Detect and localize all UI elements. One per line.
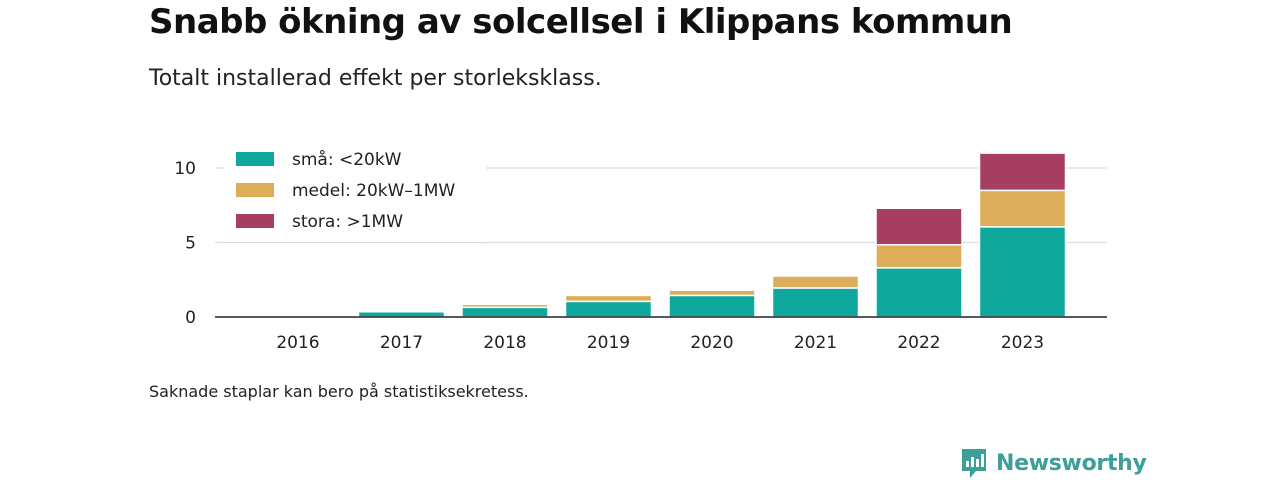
legend: små: <20kW medel: 20kW–1MW stora: >1MW [224, 144, 486, 242]
bar-2023-series-0 [978, 226, 1067, 318]
bar-2023-series-2 [978, 152, 1067, 192]
x-tick-label-2019: 2019 [587, 333, 630, 353]
x-tick-label-2016: 2016 [276, 333, 319, 353]
bar-2018-series-1 [461, 303, 549, 309]
bars [254, 152, 1067, 318]
y-tick-label-5: 5 [185, 234, 196, 254]
legend-swatch-1 [236, 183, 274, 197]
legend-label-2: stora: >1MW [292, 212, 403, 232]
bar-2021-series-1 [771, 275, 860, 289]
bar-2022-series-1 [875, 243, 963, 269]
x-tick-label-2021: 2021 [794, 333, 837, 353]
x-tick-label-2017: 2017 [380, 333, 423, 353]
bar-2019-series-1 [564, 294, 653, 303]
x-tick-label-2020: 2020 [690, 333, 733, 353]
y-tick-label-10: 10 [174, 159, 196, 179]
bar-chart-icon [962, 449, 986, 478]
bar-2021-series-0 [771, 287, 860, 318]
x-tick-label-2022: 2022 [897, 333, 940, 353]
footnote: Saknade staplar kan bero på statistiksek… [149, 382, 529, 401]
bar-2019-series-0 [564, 300, 653, 318]
chart-title: Snabb ökning av solcellsel i Klippans ko… [149, 2, 1013, 42]
legend-label-0: små: <20kW [292, 149, 402, 170]
brand-name: Newsworthy [996, 450, 1147, 476]
x-tick-label-2023: 2023 [1001, 333, 1044, 353]
bar-2020-series-1 [668, 289, 756, 297]
legend-swatch-2 [236, 214, 274, 228]
y-tick-label-0: 0 [185, 308, 196, 328]
bar-2023-series-1 [978, 189, 1067, 228]
bar-2017-series-0 [357, 311, 446, 318]
chart-subtitle: Totalt installerad effekt per storlekskl… [149, 66, 602, 91]
bar-2020-series-0 [668, 294, 756, 318]
legend-label-1: medel: 20kW–1MW [292, 181, 455, 201]
stacked-bar-chart: 0 5 10 2016 2017 2018 2019 2020 2021 2022 2023 små… [174, 144, 1107, 353]
bar-2022-series-0 [875, 267, 963, 318]
newsworthy-logo[interactable]: Newsworthy [960, 446, 1147, 480]
legend-swatch-0 [236, 152, 274, 166]
axes: 0 5 10 2016 2017 2018 2019 2020 2021 2022 2023 [174, 159, 1107, 353]
bar-2018-series-0 [461, 306, 549, 318]
bar-2022-series-2 [875, 207, 963, 246]
x-tick-label-2018: 2018 [483, 333, 526, 353]
